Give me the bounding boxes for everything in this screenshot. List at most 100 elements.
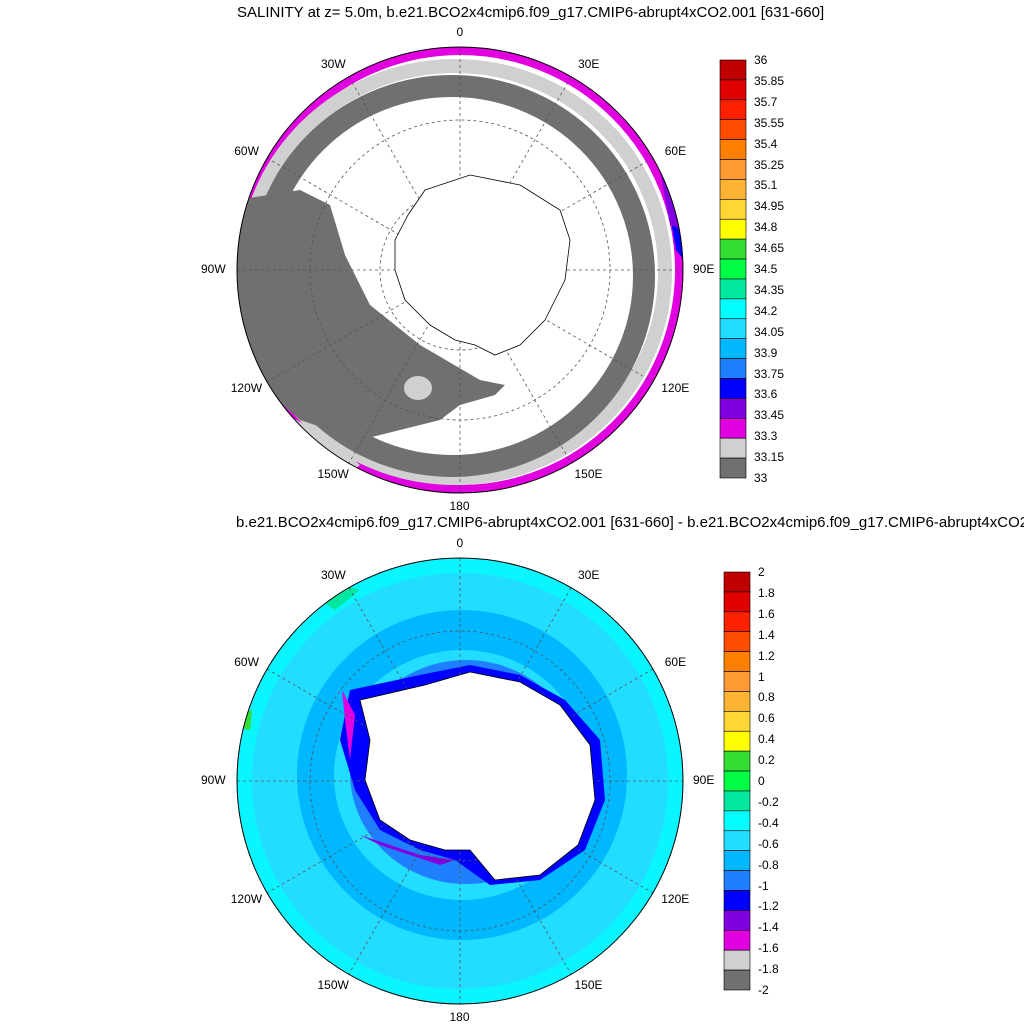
lon-label: 90W — [201, 773, 226, 787]
colorbar-swatch — [723, 611, 751, 633]
colorbar-tick-label: -0.4 — [758, 815, 779, 830]
colorbar-swatch — [719, 437, 747, 459]
colorbar-tick-label: 33.6 — [754, 387, 778, 402]
colorbar-tick-label: 2 — [758, 565, 765, 579]
colorbar-tick-label: 1.4 — [758, 627, 775, 642]
lon-label: 150W — [317, 978, 349, 993]
colorbar-tick-label: 35.85 — [754, 73, 785, 88]
colorbar-tick-label: 34.05 — [754, 324, 785, 339]
colorbar-swatch — [719, 278, 747, 300]
lon-label: 0 — [456, 25, 464, 39]
colorbar-tick-label: 33.9 — [754, 345, 778, 360]
colorbar-swatch — [723, 810, 751, 832]
colorbar-tick-label: 35.4 — [754, 136, 778, 151]
lon-label: 60E — [664, 143, 687, 158]
colorbar-swatch — [719, 358, 747, 379]
colorbar-tick-label: 1 — [758, 669, 765, 684]
colorbar-swatch — [723, 790, 751, 812]
colorbar-tick-label: 0 — [758, 774, 765, 788]
colorbar-swatch — [719, 199, 747, 220]
colorbar-tick-label: 33 — [754, 471, 768, 485]
colorbar-tick-label: -1.6 — [758, 941, 779, 956]
colorbar-tick-label: 1.2 — [758, 648, 775, 663]
colorbar-swatch — [719, 119, 747, 140]
lon-label: 60W — [234, 143, 259, 158]
colorbar-swatch — [723, 591, 751, 613]
lon-label: 30W — [321, 567, 346, 582]
lon-label: 180 — [449, 1010, 470, 1024]
colorbar-tick-label: -0.8 — [758, 857, 779, 872]
lon-label: 30W — [321, 56, 346, 71]
colorbar-swatch — [723, 691, 751, 712]
colorbar-swatch — [719, 417, 747, 439]
colorbar-swatch — [723, 870, 751, 891]
colorbar-swatch — [723, 949, 751, 971]
colorbar-tick-label: 34.65 — [754, 241, 785, 256]
lon-label: 120E — [661, 891, 690, 906]
colorbar-swatch — [723, 571, 751, 593]
colorbar-tick-label: 34.5 — [754, 262, 778, 276]
colorbar-swatch — [723, 929, 751, 951]
colorbar-swatch — [719, 398, 747, 419]
colorbar-swatch — [723, 711, 751, 732]
colorbar-swatch — [723, 631, 751, 652]
colorbar-swatch — [719, 79, 747, 101]
colorbar-swatch — [719, 139, 747, 160]
colorbar-swatch — [723, 770, 751, 792]
colorbar-swatch — [719, 258, 747, 280]
panel-1-title: SALINITY at z= 5.0m, b.e21.BCO2x4cmip6.f… — [237, 4, 825, 21]
colorbar-tick-label: 33.45 — [754, 408, 785, 423]
colorbar-tick-label: 33.15 — [754, 450, 785, 465]
colorbar-tick-label: -0.6 — [758, 836, 779, 851]
colorbar-tick-label: 35.55 — [754, 115, 785, 130]
colorbar-swatch — [723, 651, 751, 672]
colorbar-swatch — [723, 830, 751, 851]
lon-label: 30E — [578, 56, 600, 71]
colorbar-swatch — [719, 238, 747, 260]
difference-green-patch — [320, 585, 360, 610]
lon-label: 90W — [201, 262, 226, 276]
colorbar-tick-label: -0.2 — [758, 794, 779, 809]
colorbar-tick-label: 34.2 — [754, 303, 778, 318]
lon-label: 120W — [230, 380, 263, 395]
colorbar-swatch — [723, 850, 751, 871]
colorbar-tick-label: -2 — [758, 983, 769, 997]
colorbar-swatch — [719, 378, 747, 399]
panel-2-title: b.e21.BCO2x4cmip6.f09_g17.CMIP6-abrupt4x… — [236, 514, 1024, 531]
colorbar-swatch — [723, 969, 751, 991]
colorbar-swatch — [719, 179, 747, 200]
colorbar-tick-label: -1.2 — [758, 899, 779, 914]
antarctica-outline-2 — [359, 671, 596, 881]
colorbar-swatch — [719, 457, 747, 479]
lon-label: 150E — [574, 467, 603, 482]
colorbar-tick-label: 33.75 — [754, 366, 785, 381]
colorbar-tick-label: -1.4 — [758, 920, 779, 935]
colorbar-swatch — [719, 159, 747, 180]
lon-label: 30E — [578, 567, 600, 582]
lon-label: 90E — [693, 773, 715, 787]
colorbar-tick-label: -1.8 — [758, 962, 779, 977]
colorbar-swatch — [719, 298, 747, 320]
colorbar-swatch — [723, 730, 751, 752]
colorbar-tick-label: 0.8 — [758, 690, 775, 705]
lon-label: 120W — [230, 891, 263, 906]
colorbar-tick-label: 34.95 — [754, 199, 785, 214]
colorbar-tick-label: 35.25 — [754, 157, 785, 172]
salinity-low-region — [237, 190, 505, 440]
colorbar-swatch — [719, 99, 747, 121]
antarctica-outline-1 — [394, 174, 571, 356]
colorbar-tick-label: 35.1 — [754, 178, 778, 193]
colorbar-swatch — [719, 218, 747, 240]
colorbar-tick-label: 0.4 — [758, 732, 775, 747]
lon-label: 120E — [661, 380, 690, 395]
colorbar-swatch — [723, 750, 751, 772]
colorbar-tick-label: 33.3 — [754, 429, 778, 444]
colorbar-tick-label: 0.2 — [758, 753, 775, 768]
colorbar-tick-label: 35.7 — [754, 94, 778, 109]
colorbar-2 — [723, 571, 751, 991]
colorbar-tick-label: 36 — [754, 53, 768, 67]
lon-label: 180 — [449, 499, 470, 513]
colorbar-tick-label: 34.8 — [754, 220, 778, 235]
colorbar-swatch — [719, 59, 747, 81]
